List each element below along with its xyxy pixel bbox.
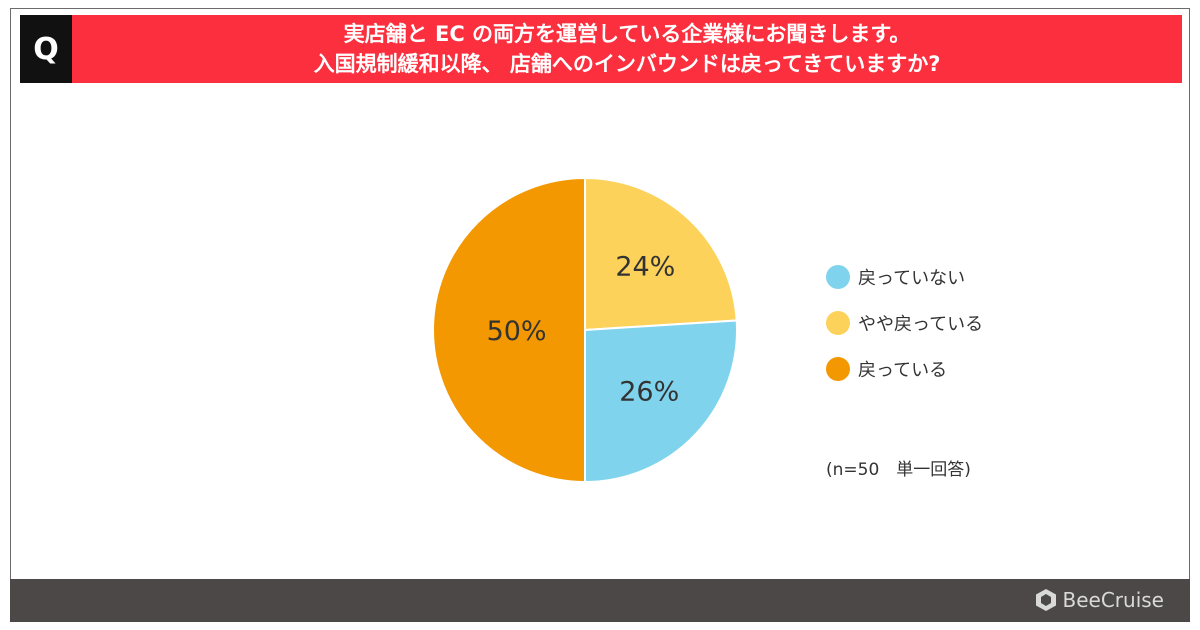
slice-label-2: 24% xyxy=(615,252,675,283)
question-line-1: 実店舗と EC の両方を運営している企業様にお聞きします。 xyxy=(343,22,911,46)
question-line-2: 入国規制緩和以降、 店舗へのインバウンドは戻ってきていますか? xyxy=(313,52,941,76)
legend-label-3: 戻っている xyxy=(858,360,947,381)
legend-swatch-2 xyxy=(826,311,850,335)
legend-swatch-3 xyxy=(826,357,850,381)
hexagon-logo-icon xyxy=(1035,589,1056,611)
sample-note: (n=50 単一回答) xyxy=(826,460,971,480)
footer-bar: BeeCruise xyxy=(10,579,1190,622)
question-header: 実店舗と EC の両方を運営している企業様にお聞きします。 入国規制緩和以降、 … xyxy=(72,15,1182,83)
brand-name: BeeCruise xyxy=(1062,588,1164,612)
legend-label-2: やや戻っている xyxy=(858,314,983,335)
brand: BeeCruise xyxy=(1035,588,1164,612)
legend-swatch-1 xyxy=(826,265,850,289)
pie-slice-3 xyxy=(432,176,586,484)
pie-slice-1 xyxy=(584,319,738,484)
slice-label-3: 50% xyxy=(487,316,547,347)
question-badge: Q xyxy=(20,15,72,83)
legend-label-1: 戻っていない xyxy=(858,268,965,289)
pie-slice-2 xyxy=(584,176,738,332)
slice-label-1: 26% xyxy=(619,376,679,407)
